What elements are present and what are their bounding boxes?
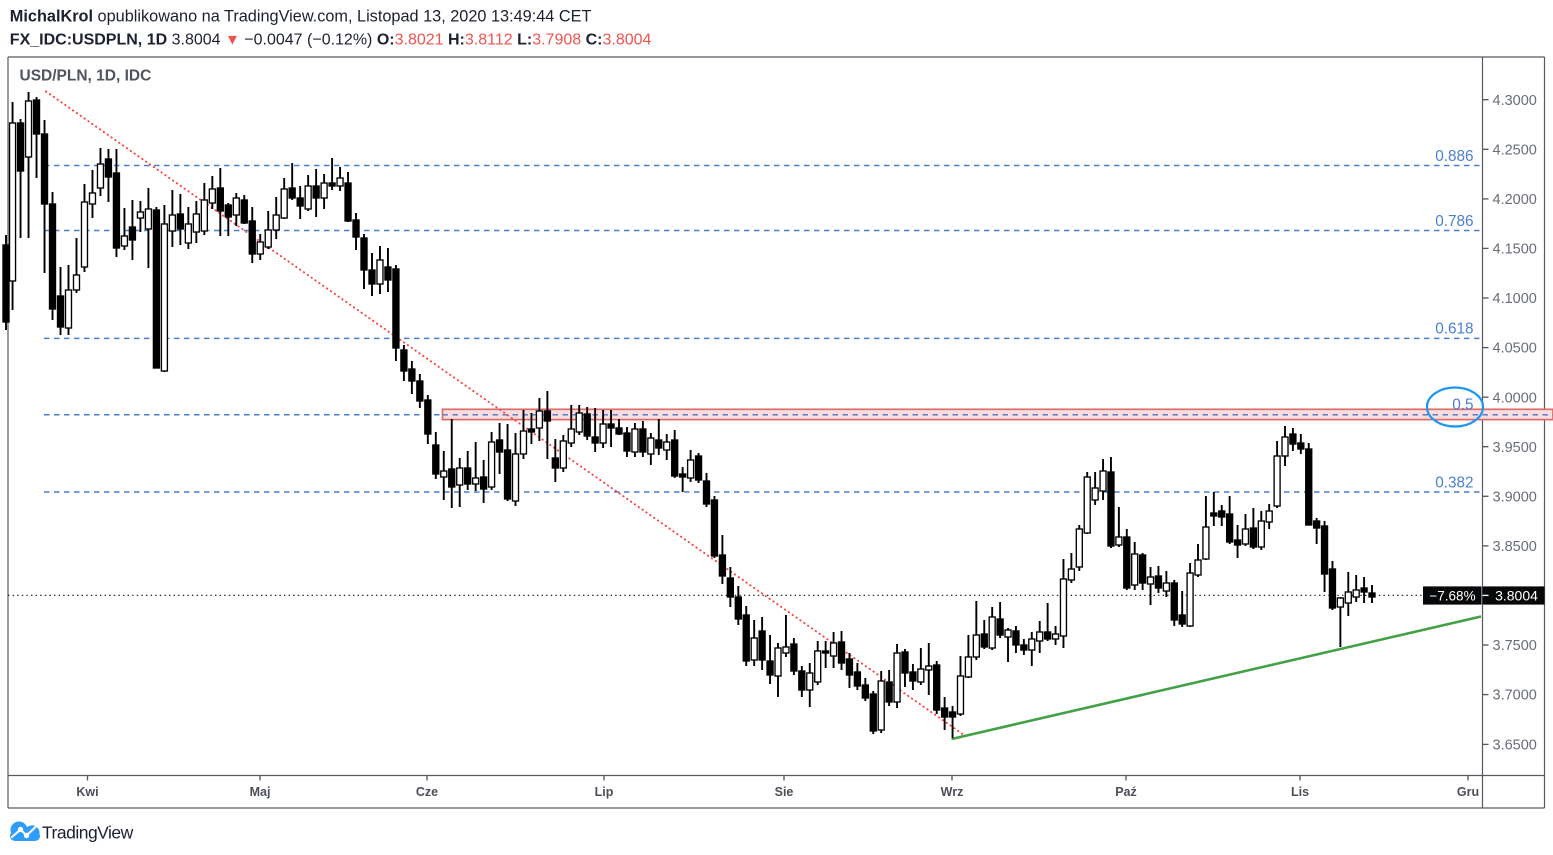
- svg-text:0.5: 0.5: [1452, 397, 1473, 414]
- svg-text:FX_IDC:USDPLN, 1D 3.8004 ▼ −0.: FX_IDC:USDPLN, 1D 3.8004 ▼ −0.0047 (−0.1…: [10, 31, 652, 48]
- svg-text:Kwi: Kwi: [76, 785, 98, 799]
- svg-text:TradingView: TradingView: [42, 823, 134, 843]
- svg-text:0.382: 0.382: [1435, 474, 1473, 491]
- svg-text:3.7000: 3.7000: [1493, 688, 1537, 704]
- svg-text:Sie: Sie: [775, 785, 794, 799]
- svg-text:Lip: Lip: [595, 785, 614, 799]
- svg-text:4.3000: 4.3000: [1493, 93, 1537, 109]
- svg-text:Maj: Maj: [250, 785, 271, 799]
- svg-text:MichalKrol opublikowano na Tra: MichalKrol opublikowano na TradingView.c…: [10, 8, 592, 26]
- svg-text:0.786: 0.786: [1435, 213, 1473, 230]
- svg-text:3.8004: 3.8004: [1495, 587, 1538, 603]
- svg-text:4.1000: 4.1000: [1493, 291, 1537, 307]
- svg-text:4.0000: 4.0000: [1493, 390, 1537, 406]
- svg-text:Cze: Cze: [416, 785, 438, 799]
- svg-text:3.9000: 3.9000: [1493, 489, 1537, 505]
- svg-text:Lis: Lis: [1291, 785, 1309, 799]
- svg-text:Gru: Gru: [1457, 785, 1479, 799]
- svg-text:4.1500: 4.1500: [1493, 242, 1537, 258]
- svg-text:3.6500: 3.6500: [1493, 738, 1537, 754]
- svg-text:0.886: 0.886: [1435, 148, 1473, 165]
- svg-text:USD/PLN, 1D, IDC: USD/PLN, 1D, IDC: [20, 67, 152, 84]
- svg-text:Paź: Paź: [1115, 785, 1137, 799]
- svg-text:−7.68%: −7.68%: [1429, 588, 1475, 603]
- svg-text:3.9500: 3.9500: [1493, 440, 1537, 456]
- svg-text:4.2000: 4.2000: [1493, 192, 1537, 208]
- svg-text:3.8500: 3.8500: [1493, 539, 1537, 555]
- svg-text:3.7500: 3.7500: [1493, 638, 1537, 654]
- svg-text:4.2500: 4.2500: [1493, 142, 1537, 158]
- svg-text:Wrz: Wrz: [941, 785, 964, 799]
- svg-text:4.0500: 4.0500: [1493, 341, 1537, 357]
- svg-text:0.618: 0.618: [1435, 321, 1473, 338]
